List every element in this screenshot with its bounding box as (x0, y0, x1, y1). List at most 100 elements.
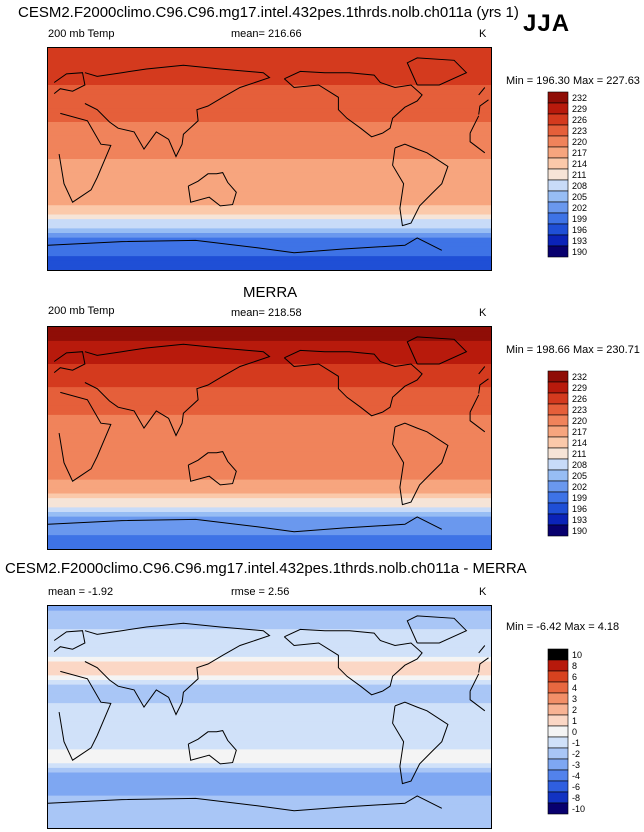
panel-diff-zonal-band (48, 707, 491, 713)
panel-diff-coastline (58, 670, 486, 761)
panel-model-zonal-band (48, 149, 491, 155)
panel-model-colorbar-box (547, 113, 569, 126)
panel-diff-coastline (283, 628, 423, 696)
panel-obs-zonal-band (48, 396, 491, 402)
panel-model-colorbar-tick-label: 196 (572, 225, 587, 235)
panel-diff-zonal-band (48, 749, 491, 755)
panel-obs-colorbar-tick-label: 217 (572, 427, 587, 437)
panel-diff-zonal-band (48, 823, 491, 828)
panel-diff-colorbar-tick-label: -10 (572, 804, 585, 814)
panel-obs-zonal-band (48, 433, 491, 439)
panel-diff-zonal-band (48, 619, 491, 626)
panel-model-colorbar-tick-label: 193 (572, 236, 587, 246)
panel-obs-variable-label: 200 mb Temp (48, 305, 115, 317)
panel-diff-zonal-band (48, 624, 491, 630)
panel-diff-colorbar-box (547, 769, 569, 782)
panel-obs-zonal-band (48, 512, 491, 518)
panel-diff-zonal-band (48, 754, 491, 760)
panel-diff-colorbar-box (547, 648, 569, 661)
panel-model-zonal-band (48, 233, 491, 239)
panel-obs-title: MERRA (243, 284, 298, 301)
panel-diff-map-svg (48, 606, 491, 828)
panel-obs-zonal-band (48, 539, 491, 545)
panel-model-zonal-band (48, 251, 491, 257)
panel-model-zonal-band (48, 237, 491, 243)
panel-model-zonal-band (48, 186, 491, 192)
panel-model-coastline (187, 172, 237, 207)
panel-model-zonal-band (48, 172, 491, 179)
panel-diff-zonal-band (48, 606, 491, 612)
panel-model-variable-label: 200 mb Temp (48, 28, 115, 40)
panel-diff-zonal-band (48, 726, 491, 732)
panel-diff-zonal-band (48, 703, 491, 709)
panel-model-coastline (58, 112, 486, 203)
panel-obs-zonal-band (48, 461, 491, 467)
panel-obs-zonal-band (48, 544, 491, 549)
panel-diff-zonal-band (48, 809, 491, 815)
panel-obs-zonal-band (48, 364, 491, 370)
panel-obs-zonal-band (48, 340, 491, 347)
panel-obs-zonal-band (48, 327, 491, 333)
panel-model-colorbar-box (547, 146, 569, 159)
panel-obs-colorbar-tick-label: 205 (572, 471, 587, 481)
panel-model-colorbar-box (547, 124, 569, 137)
panel-obs-zonal-band (48, 479, 491, 485)
panel-obs-zonal-band (48, 456, 491, 462)
panel-diff-zonal-band (48, 684, 491, 690)
panel-obs-colorbar-tick-label: 226 (572, 394, 587, 404)
panel-model-zonal-band (48, 159, 491, 165)
panel-diff-zonal-band (48, 721, 491, 727)
panel-diff-colorbar-tick-label: 8 (572, 661, 577, 671)
panel-obs-zonal-band (48, 382, 491, 388)
panel-diff-colorbar-tick-label: -3 (572, 760, 580, 770)
panel-model-coastline (392, 143, 449, 227)
panel-diff-colorbar-box (547, 692, 569, 705)
panel-diff-zonal-band (48, 800, 491, 806)
panel-model-zonal-band (48, 52, 491, 58)
panel-obs-zonal-band (48, 535, 491, 541)
panel-model-zonal-band (48, 260, 491, 266)
panel-diff-colorbar-tick-label: -6 (572, 782, 580, 792)
panel-model-coastline (53, 72, 489, 115)
panel-model-colorbar-tick-label: 208 (572, 181, 587, 191)
panel-diff-colorbar-box (547, 725, 569, 738)
panel-obs-map (47, 326, 492, 550)
panel-diff-colorbar-tick-label: 6 (572, 672, 577, 682)
panel-obs-zonal-band (48, 373, 491, 379)
panel-obs-colorbar-tick-label: 199 (572, 493, 587, 503)
panel-obs-colorbar-box (547, 491, 569, 504)
panel-diff-zonal-band (48, 656, 491, 663)
panel-diff-colorbar-box (547, 659, 569, 672)
panel-diff-units-label: K (479, 586, 487, 598)
panel-diff-colorbar-tick-label: 0 (572, 727, 577, 737)
panel-model-zonal-band (48, 140, 491, 146)
panel-model-zonal-band (48, 131, 491, 137)
panel-diff-zonal-band (48, 814, 491, 820)
panel-model-zonal-band (48, 200, 491, 206)
panel-obs-coastline (283, 349, 423, 417)
panel-diff-zonal-band (48, 712, 491, 718)
panel-diff-zonal-band (48, 615, 491, 621)
panel-model-colorbar-tick-label: 199 (572, 214, 587, 224)
panel-model-zonal-band (48, 191, 491, 197)
panel-model-colorbar-tick-label: 217 (572, 148, 587, 158)
panel-diff-zonal-band (48, 647, 491, 653)
panel-obs-coastline (392, 422, 449, 506)
panel-model-zonal-band (48, 209, 491, 216)
panel-diff-zonal-band (48, 670, 491, 676)
panel-model-coastline (48, 237, 443, 254)
panel-diff-coastline (84, 622, 271, 716)
panel-obs-colorbar-tick-label: 223 (572, 405, 587, 415)
panel-obs-colorbar-box (547, 381, 569, 394)
panel-obs-zonal-band (48, 484, 491, 490)
panel-model-colorbar-box (547, 157, 569, 170)
panel-obs-zonal-band (48, 354, 491, 360)
panel-diff-title: CESM2.F2000climo.C96.C96.mg17.intel.432p… (5, 560, 527, 577)
panel-diff-zonal-band (48, 680, 491, 686)
panel-diff-zonal-band (48, 767, 491, 774)
panel-obs-zonal-band (48, 470, 491, 476)
panel-obs-zonal-band (48, 442, 491, 448)
panel-diff-map (47, 605, 492, 829)
panel-diff-zonal-band (48, 633, 491, 639)
panel-obs-zonal-band (48, 424, 491, 430)
